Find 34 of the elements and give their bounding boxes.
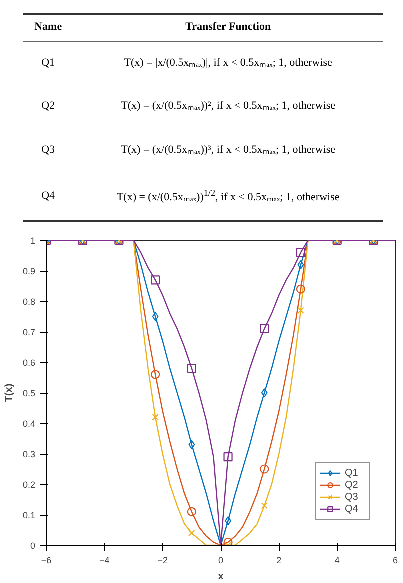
y-tick-label: 1 xyxy=(30,236,36,246)
x-tick-label: −4 xyxy=(100,556,110,566)
text: Q4 xyxy=(40,188,56,204)
text: T(x) = (x/(0.5xₘₐₓ))³, if x < 0.5xₘₐₓ; 1, otherwise xyxy=(120,143,337,158)
text: Q2 xyxy=(40,99,56,114)
text: Q1 xyxy=(40,56,56,71)
legend-label: Q3 xyxy=(345,491,360,503)
y-tick-label: 0.1 xyxy=(22,510,36,520)
y-axis-title: T(x) xyxy=(4,384,15,402)
x-tick-label: −6 xyxy=(41,556,52,566)
x-tick-label: 4 xyxy=(334,556,340,566)
text: T(x) = (x/(0.5xₘₐₓ))$^{1/2}$, if x < 0.5xₘₐₓ; 1, otherwise xyxy=(116,186,341,206)
legend-label: Q2 xyxy=(345,479,360,491)
x-tick-label: −2 xyxy=(158,556,168,566)
y-tick-label: 0 xyxy=(30,541,36,551)
text: Q3 xyxy=(40,143,56,158)
y-tick-label: 0.9 xyxy=(22,266,36,276)
legend-label: Q1 xyxy=(345,467,360,479)
y-tick-label: 0.6 xyxy=(22,358,36,368)
text: Transfer Function xyxy=(74,14,383,42)
x-tick-label: 6 xyxy=(392,556,398,566)
text: Name xyxy=(23,14,74,42)
y-tick-label: 0.3 xyxy=(22,450,36,460)
y-tick-label: 0.7 xyxy=(22,328,36,338)
x-tick-label: 2 xyxy=(276,556,282,566)
y-tick-label: 0.5 xyxy=(22,388,36,398)
text: T(x) = |x/(0.5xₘₐₓ)|, if x < 0.5xₘₐₓ; 1, otherwise xyxy=(123,56,334,71)
legend-label: Q4 xyxy=(345,503,360,515)
x-axis-title: x xyxy=(218,572,224,582)
text: T(x) = (x/(0.5xₘₐₓ))², if x < 0.5xₘₐₓ; 1, otherwise xyxy=(120,99,337,114)
y-tick-label: 0.2 xyxy=(22,480,36,490)
y-tick-label: 0.4 xyxy=(22,419,36,429)
x-tick-label: 0 xyxy=(218,556,224,566)
y-tick-label: 0.8 xyxy=(22,297,36,307)
